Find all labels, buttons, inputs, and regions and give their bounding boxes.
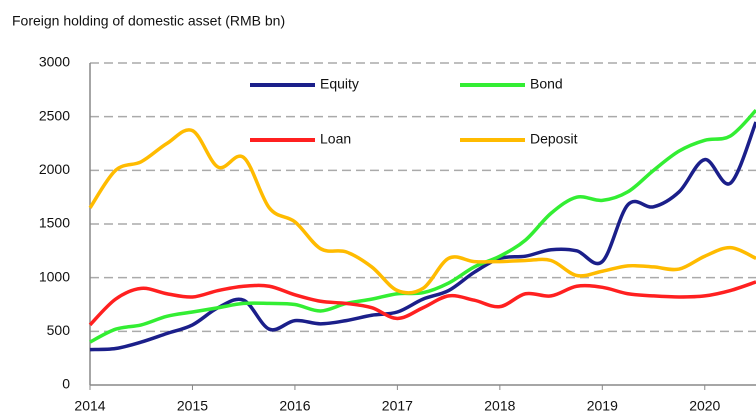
- y-tick-label: 1500: [39, 215, 70, 231]
- x-tick-label: 2019: [587, 398, 618, 414]
- series-line: [88, 280, 756, 327]
- x-tick-label: 2020: [689, 398, 720, 414]
- legend-label: Equity: [320, 76, 359, 92]
- series-line: [89, 121, 756, 352]
- series-line: [88, 128, 756, 295]
- legend-label: Deposit: [530, 131, 578, 147]
- x-tick-label: 2014: [74, 398, 105, 414]
- y-tick-label: 2000: [39, 161, 70, 177]
- y-tick-label: 2500: [39, 107, 70, 123]
- chart-title: Foreign holding of domestic asset (RMB b…: [12, 13, 285, 29]
- x-tick-label: 2018: [484, 398, 515, 414]
- legend-label: Loan: [320, 131, 351, 147]
- y-tick-label: 0: [62, 376, 70, 392]
- series-line: [89, 108, 756, 344]
- legend-label: Bond: [530, 76, 563, 92]
- x-tick-label: 2015: [177, 398, 208, 414]
- x-tick-label: 2016: [279, 398, 310, 414]
- y-tick-label: 1000: [39, 268, 70, 284]
- y-tick-label: 500: [47, 322, 71, 338]
- x-tick-label: 2017: [382, 398, 413, 414]
- y-tick-label: 3000: [39, 54, 70, 70]
